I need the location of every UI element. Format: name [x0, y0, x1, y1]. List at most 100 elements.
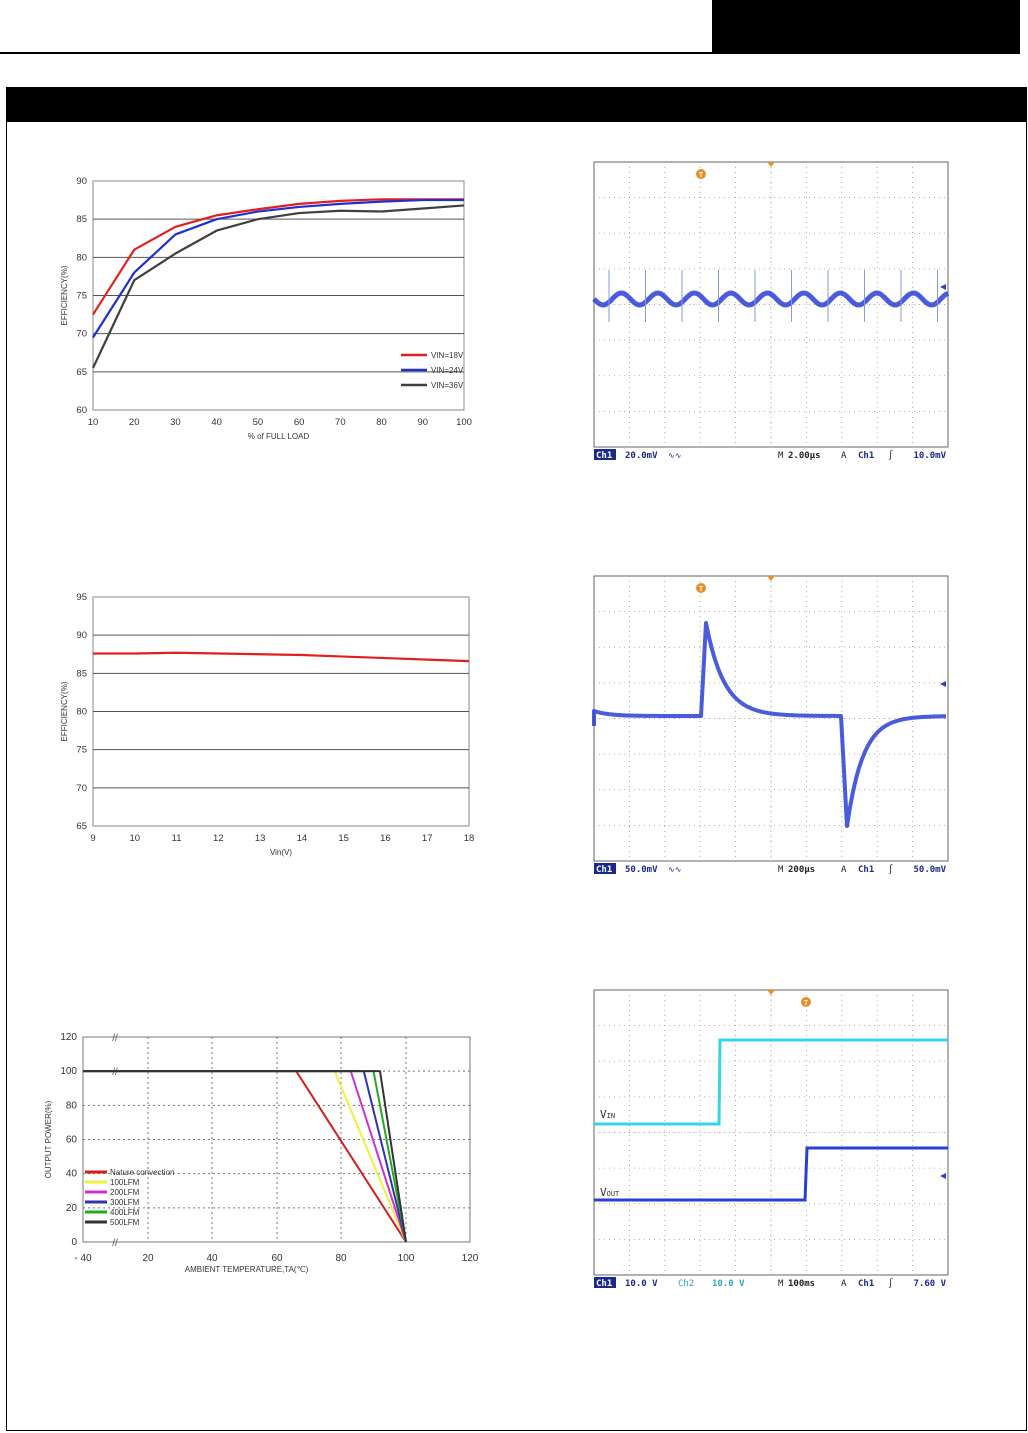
x-tick-label: 30 [170, 417, 181, 428]
legend-entry: 300LFM [110, 1198, 140, 1207]
y-axis-label: OUTPUT POWER(%) [44, 1100, 53, 1178]
trigger-channel: Ch1 [858, 865, 874, 875]
horizontal-position-icon [767, 576, 775, 581]
ripple-trace [592, 290, 950, 308]
channel-scale: 20.0mV [625, 451, 658, 461]
legend-entry: VIN=18V [431, 351, 464, 360]
trigger-level: 50.0mV [913, 865, 946, 875]
x-tick-label: 16 [380, 833, 391, 844]
ripple-scope-screen: T Ch1 20.0mV ∿∿ M 2.00μs A Ch1 ∫ 10.0mV [592, 161, 950, 461]
y-tick-label: 75 [76, 291, 87, 302]
trigger-mode: A [841, 865, 847, 875]
channel-badge [594, 863, 616, 874]
y-tick-label: 60 [76, 405, 87, 416]
series-line [93, 651, 470, 663]
channel-name: Ch1 [596, 865, 612, 875]
series-line [83, 1070, 407, 1243]
characteristics-frame [6, 87, 1027, 1431]
efficiency-vs-vin-chart: 65 70 75 80 85 90 95 9 10 11 12 13 14 15 16 17 18 Vin(V) E… [60, 592, 474, 857]
legend-entry: 500LFM [110, 1218, 140, 1227]
y-tick-label: 65 [76, 821, 87, 832]
timebase-value: 100ms [788, 1279, 815, 1289]
trigger-position-icon-letter: T [804, 999, 808, 1007]
x-tick-label: 20 [129, 417, 140, 428]
legend-entry: Nature convection [110, 1168, 174, 1177]
timebase-prefix: M [778, 1279, 784, 1289]
x-tick-label: 80 [376, 417, 387, 428]
x-tick-label: - 40 [74, 1253, 92, 1264]
trigger-level: 7.60 V [913, 1279, 946, 1289]
y-tick-label: 65 [76, 367, 87, 378]
y-tick-label: 85 [76, 668, 87, 679]
legend-entry: VIN=24V [431, 366, 464, 375]
bandwidth-icon: ∿∿ [668, 451, 681, 460]
trigger-mode: A [841, 451, 847, 461]
trigger-position-icon [696, 169, 706, 179]
trigger-slope-icon: ∫ [888, 450, 893, 461]
trigger-mode: A [841, 1279, 847, 1289]
vin-trace [594, 1038, 948, 1126]
x-tick-label: 50 [253, 417, 264, 428]
trigger-position-icon [696, 583, 706, 593]
channel-badge [594, 449, 616, 460]
x-tick-label: 10 [129, 833, 140, 844]
axis-break-mark: // [112, 1238, 118, 1249]
x-tick-label: 13 [255, 833, 266, 844]
horizontal-position-icon [767, 990, 775, 995]
y-tick-label: 80 [76, 707, 87, 718]
legend-entry: 100LFM [110, 1178, 140, 1187]
x-tick-label: 14 [297, 833, 308, 844]
x-tick-label: 17 [422, 833, 433, 844]
series-line [92, 198, 464, 316]
channel-ground-marker [940, 681, 946, 687]
y-tick-label: 100 [60, 1066, 77, 1077]
y-tick-label: 70 [76, 783, 87, 794]
startup-scope-screen: T VIN VOUT Ch1 10.0 V Ch2 10.0 V M 100ms A Ch1 ∫ 7.6… [593, 989, 949, 1289]
y-tick-label: 120 [60, 1032, 77, 1043]
y-tick-label: 85 [76, 214, 87, 225]
y-tick-label: 90 [76, 630, 87, 641]
channel-scale: 10.0 V [625, 1279, 658, 1289]
timebase-value: 200μs [788, 865, 815, 875]
y-axis-label: EFFICIENCY(%) [60, 265, 69, 325]
x-tick-label: 100 [456, 417, 472, 428]
trigger-channel: Ch1 [858, 451, 874, 461]
section-title-bar [7, 88, 1026, 122]
trigger-position-icon-letter: T [699, 585, 703, 593]
x-axis-label: Vin(V) [270, 848, 292, 857]
x-tick-label: 9 [90, 833, 95, 844]
vout-label-sub: OUT [607, 1190, 620, 1198]
trigger-channel: Ch1 [858, 1279, 874, 1289]
x-tick-label: 20 [142, 1253, 154, 1264]
channel-ground-marker [940, 1173, 946, 1179]
y-tick-label: 20 [66, 1203, 78, 1214]
x-axis-label: AMBIENT TEMPERATURE,TA(℃) [185, 1265, 309, 1274]
y-tick-label: 0 [71, 1237, 77, 1248]
x-tick-label: 10 [88, 417, 99, 428]
channel-name: Ch1 [596, 1279, 612, 1289]
legend-entry: 400LFM [110, 1208, 140, 1217]
efficiency-vs-load-chart: 60 65 70 75 80 85 90 10 20 30 40 50 60 70 80 90 100 % of … [60, 176, 472, 441]
x-tick-label: 40 [206, 1253, 218, 1264]
channel-badge [594, 1277, 616, 1288]
axis-break-mark: // [112, 1033, 118, 1044]
header-rule [0, 52, 1020, 54]
trigger-position-icon-letter: T [699, 171, 703, 179]
y-tick-label: 95 [76, 592, 87, 603]
derating-chart: // // // 0 20 40 60 80 100 120 - 40 20 40 60 80 100 120 A… [44, 1032, 479, 1274]
timebase-prefix: M [778, 451, 784, 461]
x-tick-label: 11 [172, 833, 182, 844]
vout-label: VOUT [600, 1186, 620, 1199]
trigger-slope-icon: ∫ [888, 864, 893, 875]
x-axis-label: % of FULL LOAD [248, 432, 310, 441]
channel2-name: Ch2 [678, 1279, 694, 1289]
legend-entry: 200LFM [110, 1188, 140, 1197]
x-tick-label: 100 [398, 1253, 415, 1264]
x-tick-label: 12 [213, 833, 224, 844]
channel-ground-marker [940, 284, 946, 290]
transient-scope-screen: T Ch1 50.0mV ∿∿ M 200μs A Ch1 ∫ 50.0mV [592, 575, 949, 875]
header-black-box [712, 0, 1020, 52]
vin-label-sub: IN [607, 1112, 615, 1120]
horizontal-position-icon [767, 162, 775, 167]
x-tick-label: 60 [271, 1253, 283, 1264]
